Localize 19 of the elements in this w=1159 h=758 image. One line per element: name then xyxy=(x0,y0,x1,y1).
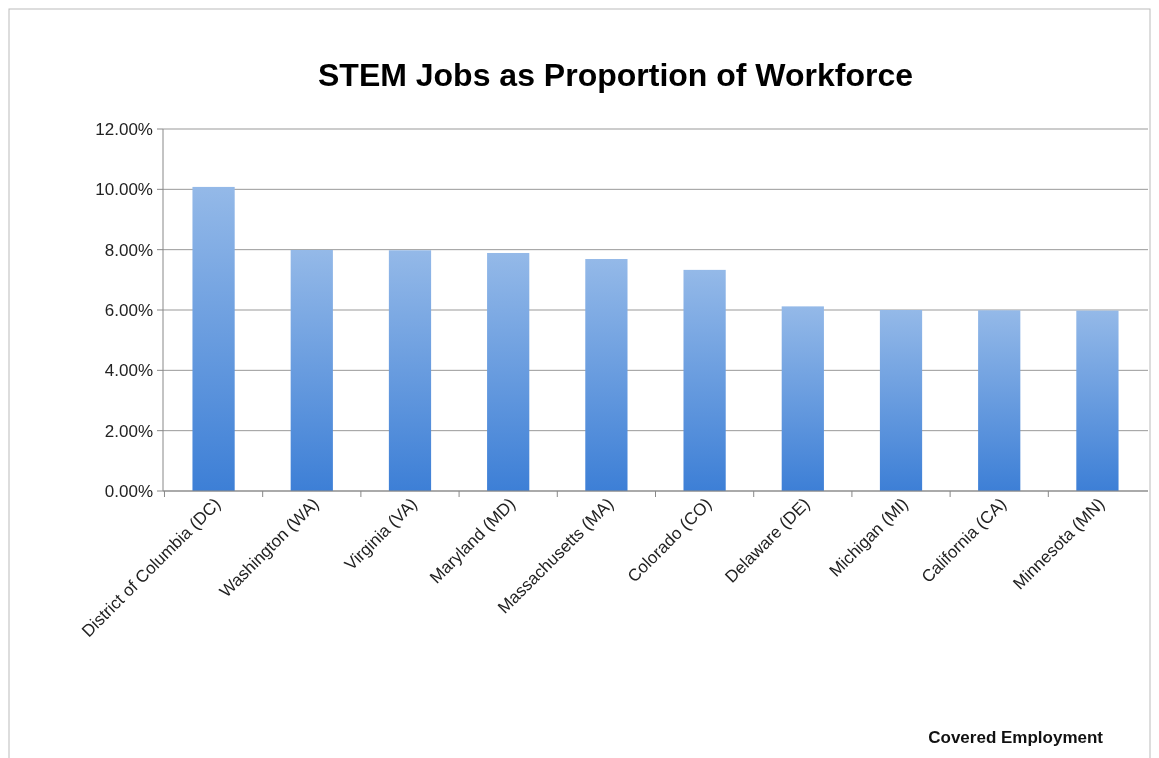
y-tick-label: 4.00% xyxy=(104,361,153,381)
bar xyxy=(290,249,333,491)
y-tick-label: 0.00% xyxy=(104,481,153,501)
chart-title: STEM Jobs as Proportion of Workforce xyxy=(317,57,914,93)
bar xyxy=(683,269,726,491)
text: Covered Employment xyxy=(928,728,1104,747)
y-tick-label: 8.00% xyxy=(104,240,153,260)
y-tick-label: 6.00% xyxy=(104,300,153,320)
bar xyxy=(585,259,628,491)
bar xyxy=(192,186,235,491)
bar xyxy=(1076,310,1119,491)
bar xyxy=(978,310,1021,491)
bar xyxy=(781,306,824,491)
y-tick-label: 10.00% xyxy=(95,180,153,200)
bar xyxy=(879,310,923,491)
bar xyxy=(487,252,530,491)
bar xyxy=(388,250,432,491)
y-tick-label: 2.00% xyxy=(104,421,153,441)
y-tick-label: 12.00% xyxy=(95,119,153,139)
